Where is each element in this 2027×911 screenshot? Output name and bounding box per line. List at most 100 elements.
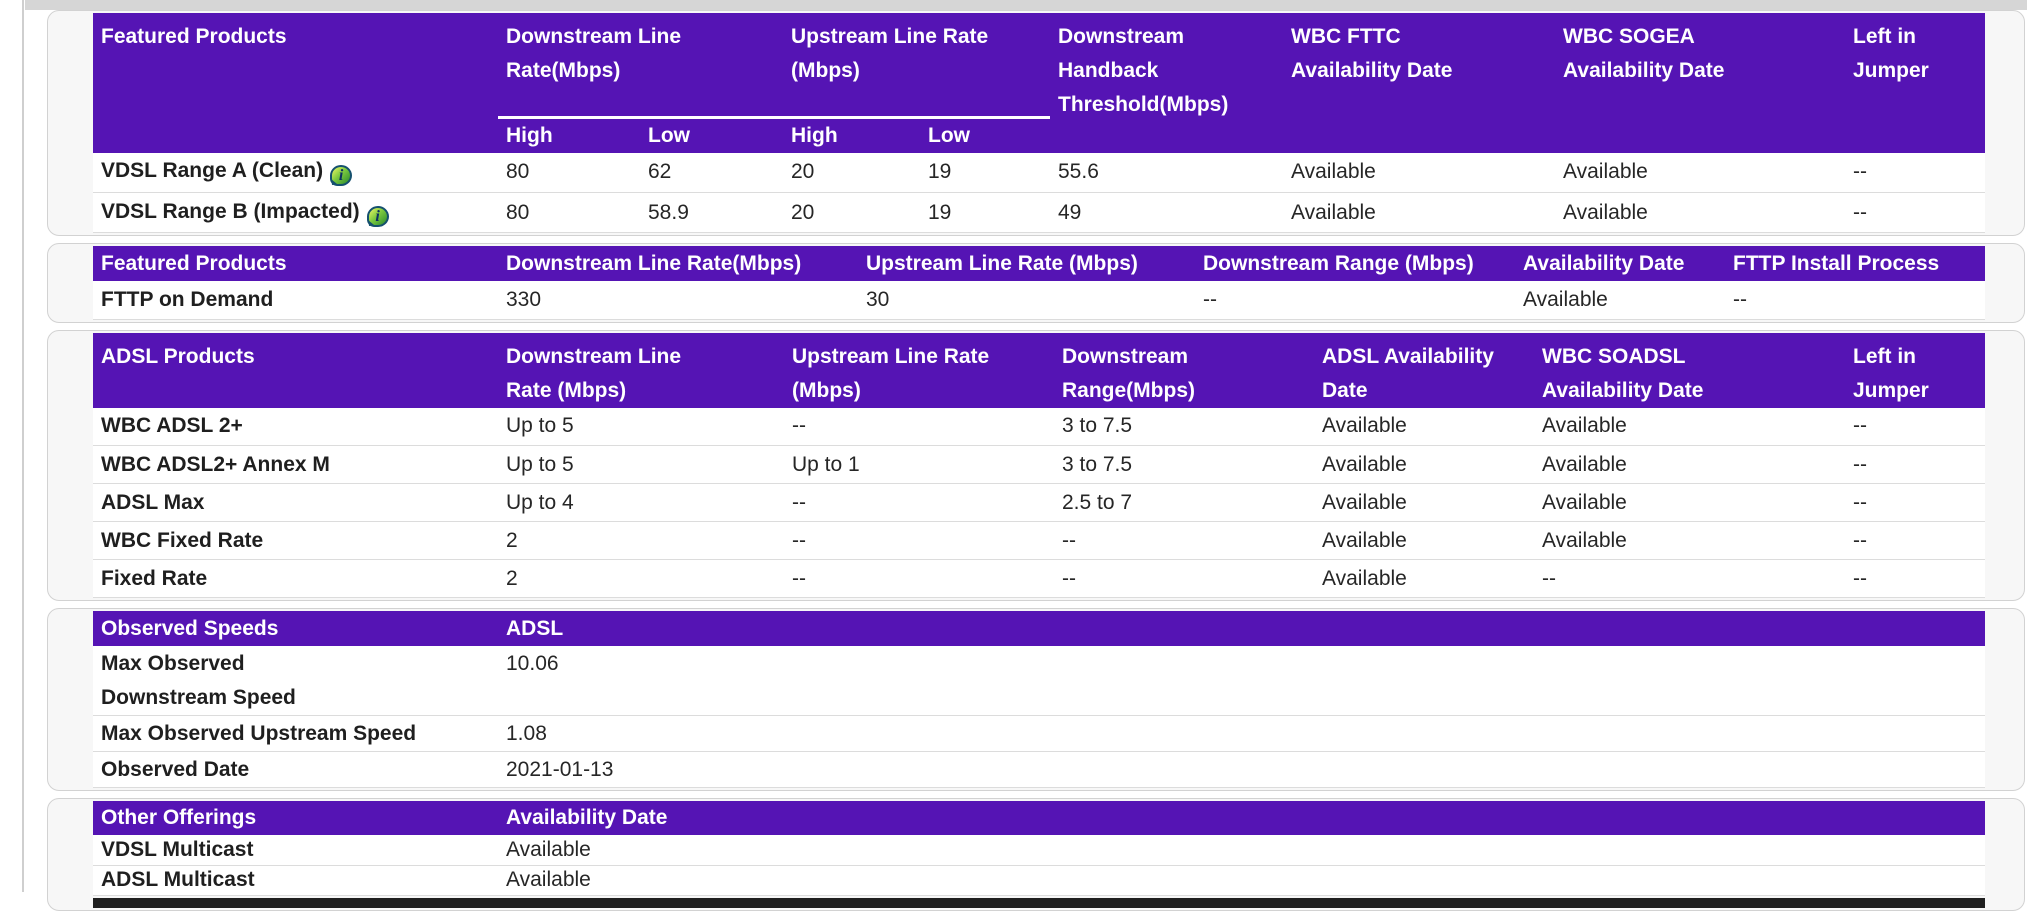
product-name-cell: WBC ADSL 2+ xyxy=(93,407,498,446)
vdsl-featured-products-table: Featured Products Downstream Line Rate(M… xyxy=(93,13,1985,233)
product-name-cell: WBC Fixed Rate xyxy=(93,521,498,560)
table-cell: 58.9 xyxy=(640,192,783,233)
table-row: WBC Fixed Rate 2 -- -- Available Availab… xyxy=(93,521,1985,560)
column-header-downstream-line-rate: Downstream Line Rate (Mbps) xyxy=(498,332,784,408)
table-cell: -- xyxy=(784,407,1054,446)
table-cell: Up to 1 xyxy=(784,445,1054,484)
table-cell: Available xyxy=(1534,483,1845,522)
table-cell: -- xyxy=(784,521,1054,560)
column-header-featured-products: Featured Products xyxy=(93,13,498,153)
table-cell: 2021-01-13 xyxy=(498,751,1985,788)
table-cell: 80 xyxy=(498,152,640,193)
product-name-cell: ADSL Max xyxy=(93,483,498,522)
table-row: VDSL Range B (Impacted) i 80 58.9 20 19 4… xyxy=(93,192,1985,233)
table-cell: 2 xyxy=(498,521,784,560)
column-header-label: Downstream Line Rate (Mbps) xyxy=(506,344,682,402)
table-cell: Up to 5 xyxy=(498,407,784,446)
adsl-products-table: ADSL Products Downstream Line Rate (Mbps… xyxy=(93,332,1985,598)
table-cell: -- xyxy=(1845,407,1985,446)
column-header-label: Downstream Line Rate(Mbps) xyxy=(506,25,682,82)
table-cell: Available xyxy=(1314,559,1534,598)
column-header-upstream-line-rate: Upstream Line Rate (Mbps) xyxy=(783,13,1050,119)
table-row: Max Observed Downstream Speed 10.06 xyxy=(93,646,1985,716)
table-cell: -- xyxy=(784,559,1054,598)
product-name-cell: FTTP on Demand xyxy=(93,281,498,320)
table-cell: -- xyxy=(1845,559,1985,598)
column-header-left-in-jumper: Left in Jumper xyxy=(1845,332,1985,408)
table-cell: Available xyxy=(1314,483,1534,522)
product-name: VDSL Range B (Impacted) xyxy=(101,199,360,223)
column-header-availability-date: Availability Date xyxy=(498,801,1985,835)
fttp-featured-products-table: Featured Products Downstream Line Rate(M… xyxy=(93,246,1985,320)
table-row: FTTP on Demand 330 30 -- Available -- xyxy=(93,281,1985,320)
table-cell: 20 xyxy=(783,152,920,193)
table-cell: Available xyxy=(1555,152,1845,193)
column-header-upstream-line-rate: Upstream Line Rate (Mbps) xyxy=(858,246,1195,281)
table-cell: -- xyxy=(1195,281,1515,320)
top-gray-strip xyxy=(25,0,2027,10)
table-cell: -- xyxy=(784,483,1054,522)
table-row: Fixed Rate 2 -- -- Available -- -- xyxy=(93,559,1985,598)
info-icon[interactable]: i xyxy=(330,165,353,187)
column-header-label: Left in Jumper xyxy=(1853,25,1929,82)
table-cell: 2 xyxy=(498,559,784,598)
fttp-featured-products-card: Featured Products Downstream Line Rate(M… xyxy=(47,243,2025,323)
column-header-label: WBC FTTC Availability Date xyxy=(1291,25,1453,82)
column-header-observed-speeds: Observed Speeds xyxy=(93,611,498,646)
table-row: WBC ADSL2+ Annex M Up to 5 Up to 1 3 to … xyxy=(93,445,1985,484)
table-cell: Available xyxy=(1314,521,1534,560)
product-name-cell: Fixed Rate xyxy=(93,559,498,598)
column-header-label: ADSL Availability Date xyxy=(1322,344,1494,402)
table-cell: Available xyxy=(498,835,1985,866)
column-header-adsl: ADSL xyxy=(498,611,1985,646)
column-header-left-in-jumper: Left in Jumper xyxy=(1845,13,1985,153)
observed-speeds-table: Observed Speeds ADSL Max Observed Downst… xyxy=(93,611,1985,788)
table-cell: 62 xyxy=(640,152,783,193)
column-header-label: Downstream Range(Mbps) xyxy=(1062,344,1195,402)
column-header-wbc-fttc-availability: WBC FTTC Availability Date xyxy=(1283,13,1555,153)
row-label-cell: Observed Date xyxy=(93,751,498,788)
column-header-other-offerings: Other Offerings xyxy=(93,801,498,835)
other-offerings-table: Other Offerings Availability Date VDSL M… xyxy=(93,801,1985,896)
table-row: ADSL Max Up to 4 -- 2.5 to 7 Available A… xyxy=(93,483,1985,522)
results-tables-container: Featured Products Downstream Line Rate(M… xyxy=(47,10,2025,911)
column-header-label: Upstream Line Rate (Mbps) xyxy=(791,25,989,82)
observed-speeds-card: Observed Speeds ADSL Max Observed Downst… xyxy=(47,608,2025,791)
row-label-cell: ADSL Multicast xyxy=(93,865,498,896)
column-header-label: Upstream Line Rate (Mbps) xyxy=(792,344,990,402)
column-header-label: ADSL Products xyxy=(101,344,255,368)
column-header-upstream-line-rate: Upstream Line Rate (Mbps) xyxy=(784,332,1054,408)
table-cell: Up to 4 xyxy=(498,483,784,522)
cropped-next-table-header xyxy=(93,897,1985,908)
row-label-cell: Max Observed Downstream Speed xyxy=(93,646,498,716)
table-cell: Available xyxy=(1534,407,1845,446)
table-cell: Available xyxy=(1283,152,1555,193)
table-cell: 1.08 xyxy=(498,715,1985,752)
table-cell: -- xyxy=(1054,521,1314,560)
column-header-downstream-line-rate: Downstream Line Rate(Mbps) xyxy=(498,246,858,281)
table-cell: 330 xyxy=(498,281,858,320)
vdsl-featured-products-card: Featured Products Downstream Line Rate(M… xyxy=(47,10,2025,236)
column-header-label: Downstream Handback Threshold(Mbps) xyxy=(1058,25,1229,116)
table-cell: -- xyxy=(1845,192,1985,233)
table-row: VDSL Multicast Available xyxy=(93,835,1985,866)
table-cell: 2.5 to 7 xyxy=(1054,483,1314,522)
row-label: Max Observed Downstream Speed xyxy=(101,652,296,709)
column-header-adsl-products: ADSL Products xyxy=(93,332,498,408)
table-cell: 30 xyxy=(858,281,1195,320)
table-cell: 80 xyxy=(498,192,640,233)
subheader-downstream-low: Low xyxy=(640,117,783,153)
table-cell: -- xyxy=(1845,445,1985,484)
column-header-label: WBC SOADSL Availability Date xyxy=(1542,344,1704,402)
table-row: Max Observed Upstream Speed 1.08 xyxy=(93,715,1985,752)
table-cell: Available xyxy=(1534,445,1845,484)
subheader-downstream-high: High xyxy=(498,117,640,153)
table-cell: Available xyxy=(498,865,1985,896)
table-cell: Available xyxy=(1515,281,1725,320)
table-cell: -- xyxy=(1845,152,1985,193)
row-label-cell: VDSL Multicast xyxy=(93,835,498,866)
table-cell: -- xyxy=(1054,559,1314,598)
subheader-upstream-high: High xyxy=(783,117,920,153)
subheader-upstream-low: Low xyxy=(920,117,1050,153)
info-icon[interactable]: i xyxy=(366,205,389,227)
